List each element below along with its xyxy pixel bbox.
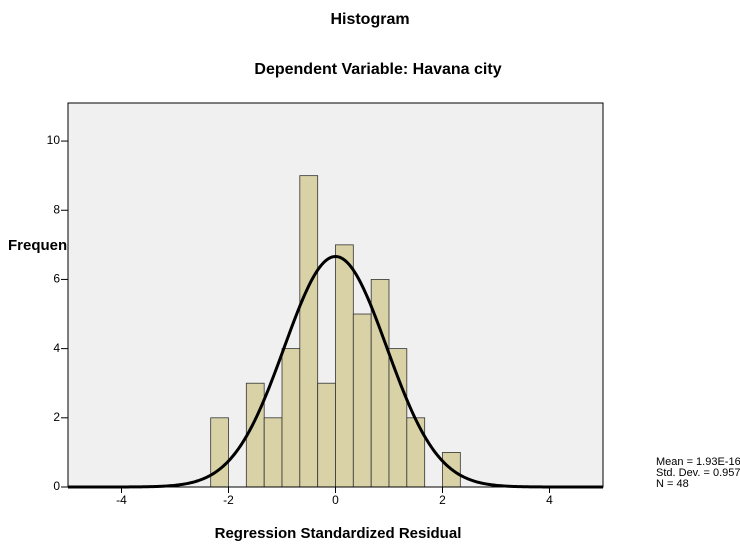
x-axis-label: Regression Standardized Residual — [215, 525, 462, 542]
bar — [317, 382, 336, 488]
y-tick-label: 4 — [53, 341, 60, 355]
bar — [406, 417, 426, 488]
chart-title: Histogram — [330, 11, 409, 28]
y-tick-label: 0 — [53, 479, 60, 493]
stat-label: Std. Dev. = 0.957 — [656, 467, 740, 479]
bar — [263, 417, 283, 488]
bar — [388, 348, 408, 488]
y-tick-label: 2 — [53, 410, 60, 424]
x-tick-label: 4 — [546, 493, 553, 507]
chart-subtitle: Dependent Variable: Havana city — [254, 61, 501, 78]
bar — [335, 244, 354, 488]
y-axis-label: Frequency — [8, 237, 85, 254]
y-tick-label: 8 — [53, 202, 60, 216]
bar — [281, 348, 301, 488]
x-tick-label: 2 — [439, 493, 446, 507]
plot-border — [67, 102, 604, 488]
y-tick-label: 10 — [47, 133, 61, 147]
bar — [352, 313, 372, 488]
bar — [299, 175, 319, 488]
x-tick-label: -2 — [223, 493, 234, 507]
stat-label: N = 48 — [656, 478, 689, 490]
stat-label: Mean = 1.93E-16 — [656, 456, 740, 468]
x-tick-label: -4 — [116, 493, 127, 507]
y-tick-label: 6 — [53, 272, 60, 286]
bar — [210, 417, 229, 488]
normal-curve — [68, 254, 603, 489]
bar — [245, 382, 265, 488]
x-tick-label: 0 — [332, 493, 339, 507]
